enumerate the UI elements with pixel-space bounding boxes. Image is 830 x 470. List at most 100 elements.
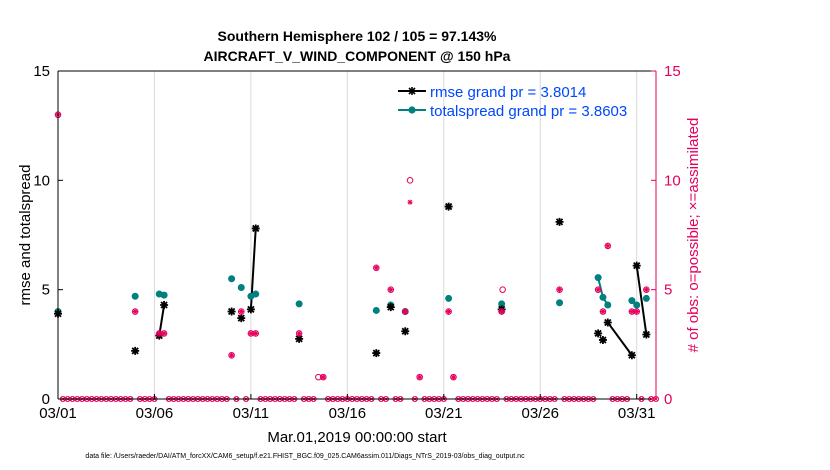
obs-possible-marker: [445, 308, 452, 315]
spread-point: [604, 301, 612, 309]
obs-possible-marker: [372, 264, 380, 272]
obs-assimilated-marker: [402, 309, 408, 315]
obs-possible-marker: [599, 308, 607, 315]
obs-assimilated-marker: [320, 374, 326, 380]
spread-point: [599, 293, 607, 301]
rmse-point: [598, 335, 607, 344]
obs-assimilated-marker: [605, 243, 611, 249]
obs-possible-marker: [556, 286, 563, 293]
legend-spread-marker: [408, 106, 416, 114]
rmse-segment: [635, 265, 648, 335]
obs-possible-marker: [498, 308, 505, 315]
y-ticks-left: 0 5 10 15: [33, 63, 63, 408]
plot-area: [58, 71, 656, 399]
y-axis-label-right: # of obs: o=possible; ×=assimilated: [685, 118, 702, 353]
rmse-point: [603, 318, 612, 327]
obs-assimilated-marker: [229, 352, 235, 358]
rmse-point: [444, 202, 453, 211]
obs-possible-marker: [499, 286, 506, 293]
data-file-footer: data file: /Users/raeder/DAI/ATM_forcXX/…: [85, 453, 525, 460]
x-tick-label: 03/31: [618, 405, 656, 422]
obs-possible-marker: [295, 330, 303, 337]
spread-point: [633, 301, 641, 309]
obs-assimilated-marker: [629, 309, 635, 315]
legend-spread-label: totalspread grand pr = 3.8603: [430, 103, 627, 120]
obs-assimilated-marker: [373, 265, 379, 271]
spread-point: [228, 275, 236, 283]
spread-point: [160, 291, 168, 299]
y-tick-label: 10: [33, 172, 50, 189]
spread-point: [498, 300, 506, 308]
x-axis-label: Mar.01,2019 00:00:00 start: [267, 429, 447, 446]
obs-possible-marker: [228, 351, 235, 359]
x-tick-label: 03/06: [136, 405, 174, 422]
obs-assimilated-marker: [450, 374, 456, 380]
obs-assimilated-marker: [446, 309, 452, 315]
obs-possible-marker: [416, 373, 423, 381]
y-tick-label: 5: [42, 282, 50, 299]
spread-point: [372, 306, 380, 314]
x-ticks: 03/01 03/06 03/11 03/16 03/21 03/26 03/31: [39, 394, 655, 422]
spread-point: [295, 300, 303, 308]
rmse-point: [555, 217, 564, 226]
obs-possible-marker: [131, 308, 139, 315]
rmse-point: [627, 351, 636, 360]
rmse-point: [251, 224, 260, 233]
obs-assimilated-marker: [238, 309, 244, 315]
obs-assimilated-marker: [595, 287, 601, 293]
obs-assimilated-marker: [253, 330, 259, 336]
rmse-point: [131, 346, 140, 355]
obs-assimilated-marker: [643, 287, 649, 293]
rmse-point: [401, 327, 410, 336]
obs-assimilated-marker: [296, 330, 302, 336]
x-tick-label: 03/01: [39, 405, 77, 422]
y-tick-label-right: 15: [664, 63, 681, 80]
y-axis-label: rmse and totalspread: [17, 165, 34, 306]
spread-point: [594, 274, 602, 282]
rmse-point: [372, 349, 381, 358]
chart-title-line2: AIRCRAFT_V_WIND_COMPONENT @ 150 hPa: [204, 48, 511, 64]
obs-assimilated-marker: [388, 287, 394, 293]
spread-point: [556, 299, 564, 307]
obs-assimilated-marker: [132, 309, 138, 315]
x-tick-label: 03/11: [233, 405, 269, 422]
obs-possible-marker: [319, 373, 327, 381]
obs-assimilated-marker: [499, 309, 505, 315]
rmse-point: [295, 334, 304, 343]
spread-point: [131, 292, 139, 300]
spread-point: [237, 283, 245, 291]
rmse-point: [246, 305, 255, 314]
rmse-point: [386, 303, 395, 312]
rmse-point: [237, 314, 246, 323]
y-tick-label-right: 0: [664, 391, 672, 408]
y-ticks-right: 0 5 10 15: [651, 63, 681, 408]
spread-point: [445, 294, 453, 302]
spread-point: [642, 294, 650, 302]
x-tick-label: 03/16: [329, 405, 367, 422]
obs-count-markers: [54, 111, 650, 381]
x-tick-label: 03/21: [425, 405, 463, 422]
obs-possible-marker: [450, 373, 457, 381]
spread-point: [628, 297, 636, 305]
x-tick-label: 03/26: [521, 405, 559, 422]
obs-assimilated-marker: [634, 309, 640, 315]
obs-possible-marker: [604, 242, 612, 250]
obs-possible-marker: [406, 177, 414, 184]
obs-possible-marker: [643, 286, 650, 293]
rmse-segment: [606, 321, 633, 356]
y-tick-label: 15: [33, 63, 50, 80]
chart-title-line1: Southern Hemisphere 102 / 105 = 97.143%: [218, 28, 498, 44]
y-tick-label: 0: [42, 391, 50, 408]
legend-rmse-marker: [408, 87, 416, 95]
obs-assimilated-marker: [417, 374, 423, 380]
obs-possible-marker: [594, 286, 602, 293]
rmse-point: [632, 261, 641, 270]
rmse-point: [227, 307, 236, 316]
rmse-point: [160, 300, 169, 309]
obs-assimilated-marker: [557, 287, 563, 293]
y-tick-label-right: 5: [664, 282, 672, 299]
obs-assimilated-marker: [248, 330, 254, 336]
rmse-point: [594, 329, 603, 338]
obs-assimilated-marker: [156, 330, 162, 336]
